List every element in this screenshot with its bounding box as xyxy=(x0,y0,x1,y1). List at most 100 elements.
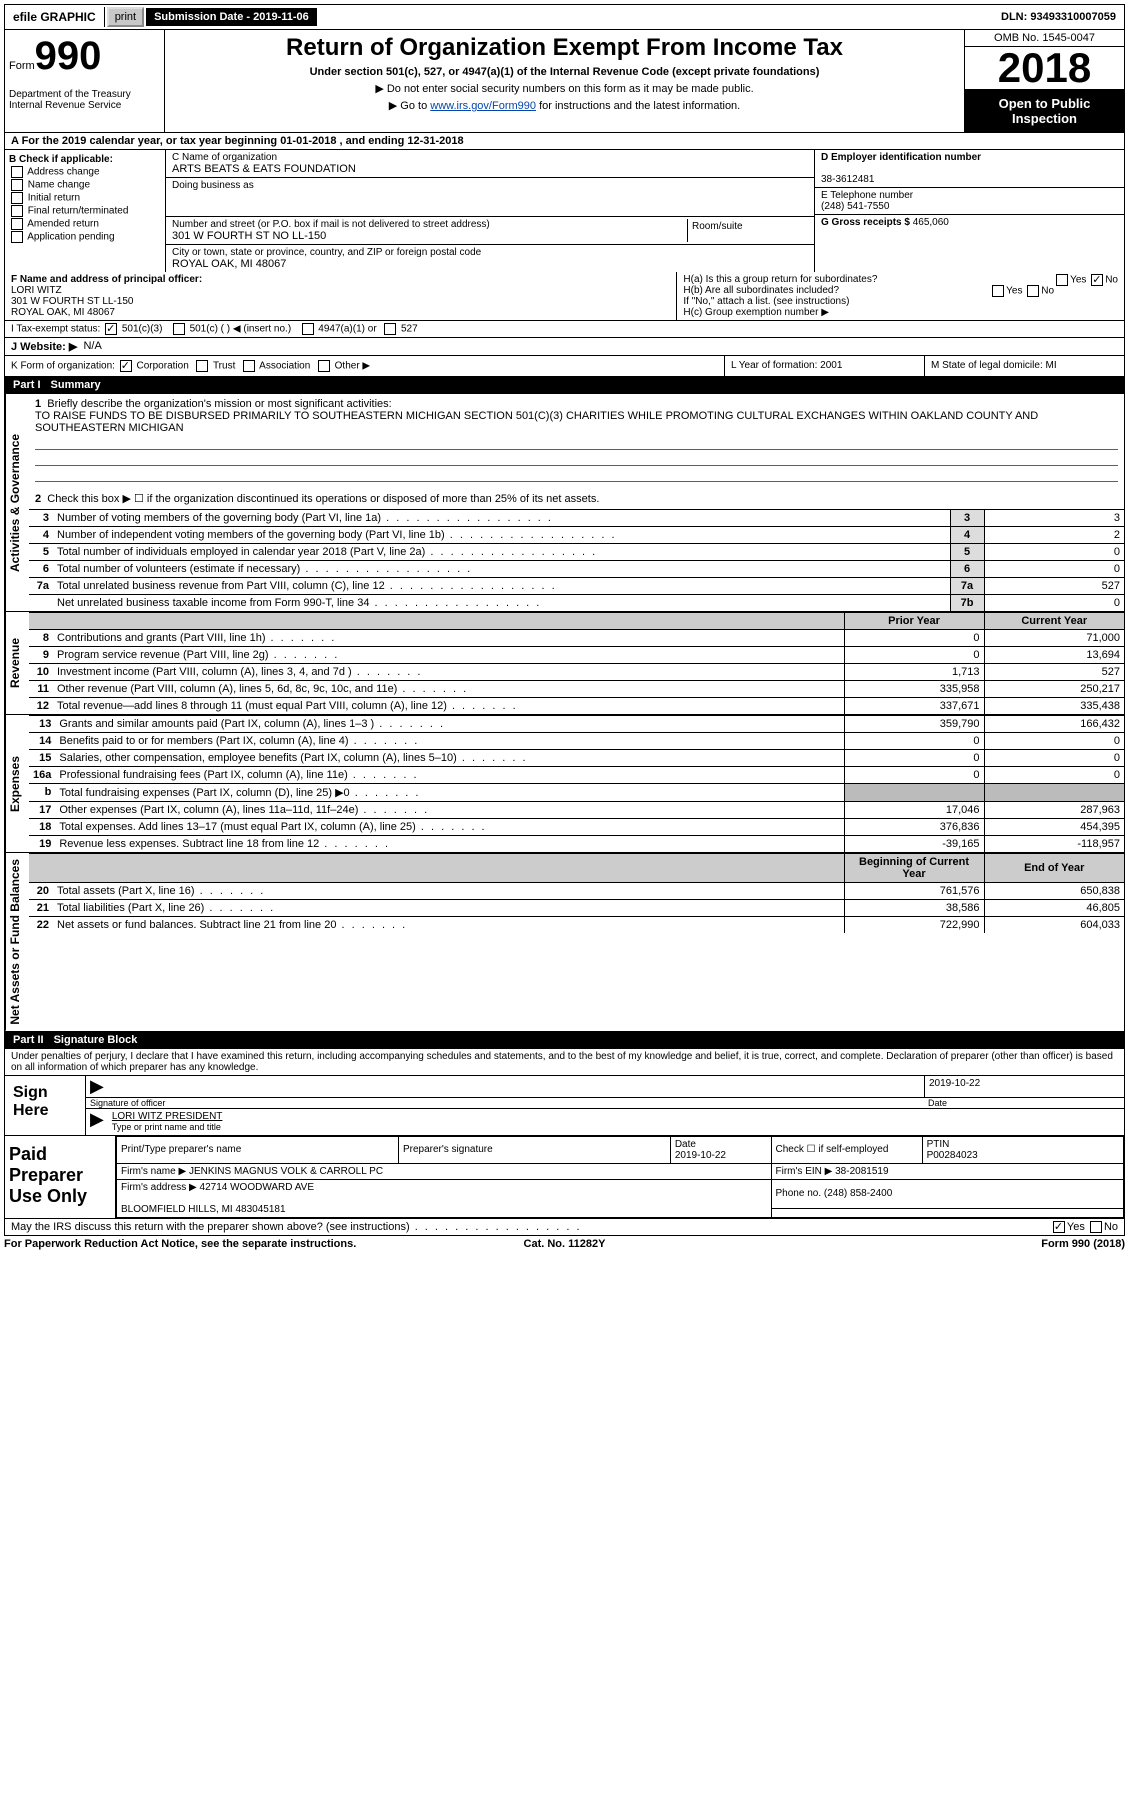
table-row: 5Total number of individuals employed in… xyxy=(29,544,1124,561)
check-initial-return[interactable]: Initial return xyxy=(9,192,161,204)
sub3-pre: ▶ Go to xyxy=(389,100,430,112)
table-row: 19Revenue less expenses. Subtract line 1… xyxy=(29,836,1124,853)
col-c-org-info: C Name of organization ARTS BEATS & EATS… xyxy=(165,150,814,272)
state-domicile: M State of legal domicile: MI xyxy=(924,356,1124,376)
line2-text: Check this box ▶ ☐ if the organization d… xyxy=(47,493,599,505)
hb-note: If "No," attach a list. (see instruction… xyxy=(683,296,1118,307)
k-label: K Form of organization: xyxy=(11,361,115,372)
address-value: 301 W FOURTH ST NO LL-150 xyxy=(172,230,326,242)
part1-expenses: Expenses 13Grants and similar amounts pa… xyxy=(4,715,1125,853)
form-subtitle-1: Under section 501(c), 527, or 4947(a)(1)… xyxy=(173,66,956,78)
phone-label: E Telephone number xyxy=(821,190,913,201)
check-corporation[interactable] xyxy=(120,360,132,372)
k-org-row: K Form of organization: Corporation Trus… xyxy=(4,356,1125,377)
check-name-change[interactable]: Name change xyxy=(9,179,161,191)
tax-status-label: I Tax-exempt status: xyxy=(11,324,100,335)
paid-preparer-row: Paid Preparer Use Only Print/Type prepar… xyxy=(4,1136,1125,1219)
footer-left: For Paperwork Reduction Act Notice, see … xyxy=(4,1238,378,1250)
part1-label: Part I xyxy=(13,379,41,391)
room-suite: Room/suite xyxy=(688,219,808,242)
top-bar: efile GRAPHIC print Submission Date - 20… xyxy=(4,4,1125,30)
ptin-cell: PTINP00284023 xyxy=(922,1136,1123,1163)
f-h-row: F Name and address of principal officer:… xyxy=(4,272,1125,321)
table-row: 9Program service revenue (Part VIII, lin… xyxy=(29,647,1124,664)
check-association[interactable] xyxy=(243,360,255,372)
check-final-return[interactable]: Final return/terminated xyxy=(9,205,161,217)
dln: DLN: 93493310007059 xyxy=(993,8,1124,26)
form-990-number: 990 xyxy=(35,34,102,78)
officer-name: LORI WITZ xyxy=(11,285,62,296)
table-row: 13Grants and similar amounts paid (Part … xyxy=(29,716,1124,733)
part1-netassets: Net Assets or Fund Balances Beginning of… xyxy=(4,853,1125,1032)
check-trust[interactable] xyxy=(196,360,208,372)
table-row: 10Investment income (Part VIII, column (… xyxy=(29,664,1124,681)
city-label: City or town, state or province, country… xyxy=(172,247,808,258)
tax-status: I Tax-exempt status: 501(c)(3) 501(c) ( … xyxy=(5,321,676,337)
submission-date-value: 2019-11-06 xyxy=(253,11,309,23)
header-left: Form990 Department of the Treasury Inter… xyxy=(5,30,165,132)
open-to-public: Open to Public Inspection xyxy=(965,90,1124,132)
gross-receipts-cell: G Gross receipts $ 465,060 xyxy=(815,215,1124,230)
website-value: N/A xyxy=(83,340,101,353)
print-button[interactable]: print xyxy=(107,7,144,27)
vtab-netassets: Net Assets or Fund Balances xyxy=(5,853,29,1031)
sub3-post: for instructions and the latest informat… xyxy=(536,100,740,112)
part1-header: Part I Summary xyxy=(4,377,1125,394)
table-row: 11Other revenue (Part VIII, column (A), … xyxy=(29,681,1124,698)
discuss-no[interactable] xyxy=(1090,1221,1102,1233)
city-value: ROYAL OAK, MI 48067 xyxy=(172,258,286,270)
ein-cell: D Employer identification number 38-3612… xyxy=(815,150,1124,188)
table-row: 18Total expenses. Add lines 13–17 (must … xyxy=(29,819,1124,836)
table-row: 8Contributions and grants (Part VIII, li… xyxy=(29,630,1124,647)
form-number: Form990 xyxy=(9,34,160,79)
dln-label: DLN: xyxy=(1001,11,1027,23)
form990-link[interactable]: www.irs.gov/Form990 xyxy=(430,100,536,112)
check-address-change[interactable]: Address change xyxy=(9,166,161,178)
website-label: J Website: ▶ xyxy=(11,340,77,353)
department: Department of the Treasury Internal Reve… xyxy=(9,89,160,111)
pt-selfemp-cell: Check ☐ if self-employed xyxy=(771,1136,922,1163)
exp-table: 13Grants and similar amounts paid (Part … xyxy=(29,715,1124,852)
vtab-revenue: Revenue xyxy=(5,612,29,714)
check-527[interactable] xyxy=(384,323,396,335)
ag-table: 3Number of voting members of the governi… xyxy=(29,509,1124,611)
group-return: H(a) Is this a group return for subordin… xyxy=(676,272,1124,320)
year-formation: L Year of formation: 2001 xyxy=(724,356,924,376)
part2-header: Part II Signature Block xyxy=(4,1032,1125,1049)
check-501c[interactable] xyxy=(173,323,185,335)
ha-row: H(a) Is this a group return for subordin… xyxy=(683,274,1118,285)
discuss-yes[interactable] xyxy=(1053,1221,1065,1233)
website-row: J Website: ▶ N/A xyxy=(4,338,1125,356)
hb-label: H(b) Are all subordinates included? xyxy=(683,285,839,296)
pt-date-cell: Date2019-10-22 xyxy=(670,1136,771,1163)
rev-table: Prior YearCurrent Year8Contributions and… xyxy=(29,612,1124,714)
check-amended-return[interactable]: Amended return xyxy=(9,218,161,230)
check-4947[interactable] xyxy=(302,323,314,335)
page-footer: For Paperwork Reduction Act Notice, see … xyxy=(4,1236,1125,1252)
part1-revenue: Revenue Prior YearCurrent Year8Contribut… xyxy=(4,612,1125,715)
tax-status-row: I Tax-exempt status: 501(c)(3) 501(c) ( … xyxy=(4,321,1125,338)
ha-label: H(a) Is this a group return for subordin… xyxy=(683,274,877,285)
col-de: D Employer identification number 38-3612… xyxy=(814,150,1124,272)
sig-date-sublabel: Date xyxy=(924,1098,1124,1109)
pt-sig-cell: Preparer's signature xyxy=(398,1136,670,1163)
signature-officer-field[interactable] xyxy=(108,1076,924,1097)
city-cell: City or town, state or province, country… xyxy=(166,245,814,272)
ein-value: 38-3612481 xyxy=(821,174,874,185)
form-word: Form xyxy=(9,60,35,72)
discuss-text: May the IRS discuss this return with the… xyxy=(11,1221,582,1233)
signature-date: 2019-10-22 xyxy=(924,1076,1124,1097)
table-row: bTotal fundraising expenses (Part IX, co… xyxy=(29,784,1124,802)
address-cell: Number and street (or P.O. box if mail i… xyxy=(166,217,814,245)
table-row: 15Salaries, other compensation, employee… xyxy=(29,750,1124,767)
check-other[interactable] xyxy=(318,360,330,372)
tax-year: 2018 xyxy=(965,47,1124,90)
phone-cell: E Telephone number (248) 541-7550 xyxy=(815,188,1124,215)
check-501c3[interactable] xyxy=(105,323,117,335)
check-application-pending[interactable]: Application pending xyxy=(9,231,161,243)
mission-text: TO RAISE FUNDS TO BE DISBURSED PRIMARILY… xyxy=(35,410,1038,434)
officer-addr1: 301 W FOURTH ST LL-150 xyxy=(11,296,133,307)
hb-row: H(b) Are all subordinates included? Yes … xyxy=(683,285,1118,296)
part2-label: Part II xyxy=(13,1034,44,1046)
part1-activities-governance: Activities & Governance 1 Briefly descri… xyxy=(4,394,1125,612)
